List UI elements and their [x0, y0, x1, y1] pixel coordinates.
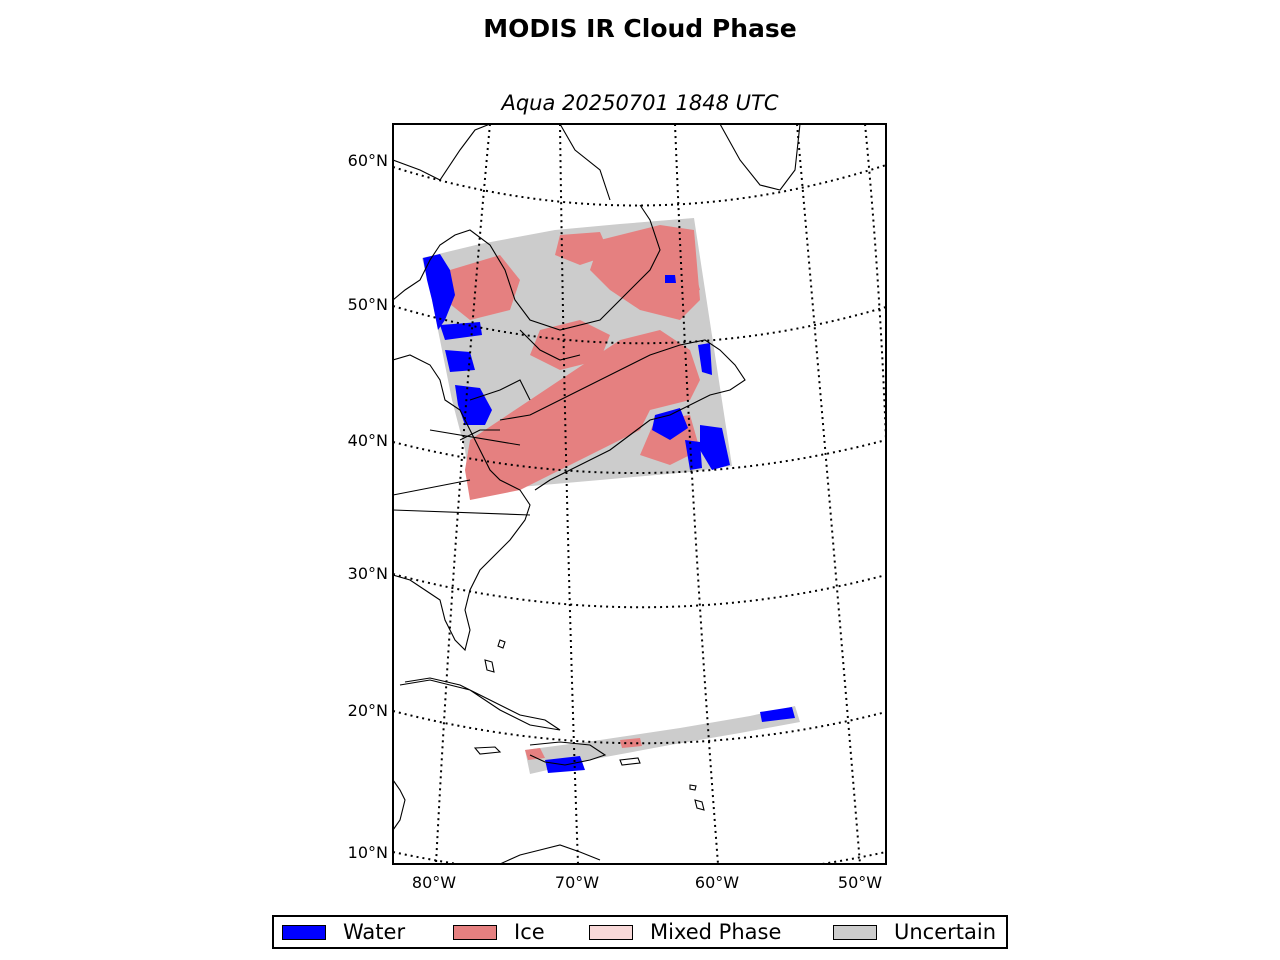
legend-label-water: Water [343, 920, 406, 944]
lat-label-30: 30°N [347, 564, 388, 583]
legend-item-uncertain: Uncertain [833, 917, 996, 947]
legend-label-uncertain: Uncertain [894, 920, 997, 944]
legend-swatch-ice [453, 924, 497, 940]
legend-swatch-uncertain [833, 924, 877, 940]
lat-label-20: 20°N [347, 701, 388, 720]
lon-label-60w: 60°W [694, 873, 740, 892]
legend-label-ice: Ice [514, 920, 545, 944]
legend-item-water: Water [282, 917, 405, 947]
legend: Water Ice Mixed Phase Uncertain [272, 915, 1008, 949]
legend-item-mixed: Mixed Phase [589, 917, 781, 947]
figure-subtitle: Aqua 20250701 1848 UTC [501, 91, 779, 115]
legend-label-mixed: Mixed Phase [650, 920, 782, 944]
legend-item-ice: Ice [453, 917, 545, 947]
lat-label-40: 40°N [347, 431, 388, 450]
lat-label-50: 50°N [347, 295, 388, 314]
graticule [393, 124, 886, 864]
legend-swatch-water [282, 924, 326, 940]
lon-label-80w: 80°W [411, 873, 457, 892]
lon-label-70w: 70°W [554, 873, 600, 892]
coastlines [393, 124, 801, 864]
legend-swatch-mixed [589, 924, 633, 940]
water-regions [423, 254, 730, 470]
swath-south-uncertain [525, 706, 800, 774]
lat-label-60: 60°N [347, 151, 388, 170]
figure-title: MODIS IR Cloud Phase [483, 14, 797, 43]
map-frame [392, 123, 887, 865]
lon-label-50w: 50°W [837, 873, 883, 892]
lat-label-10: 10°N [347, 843, 388, 862]
